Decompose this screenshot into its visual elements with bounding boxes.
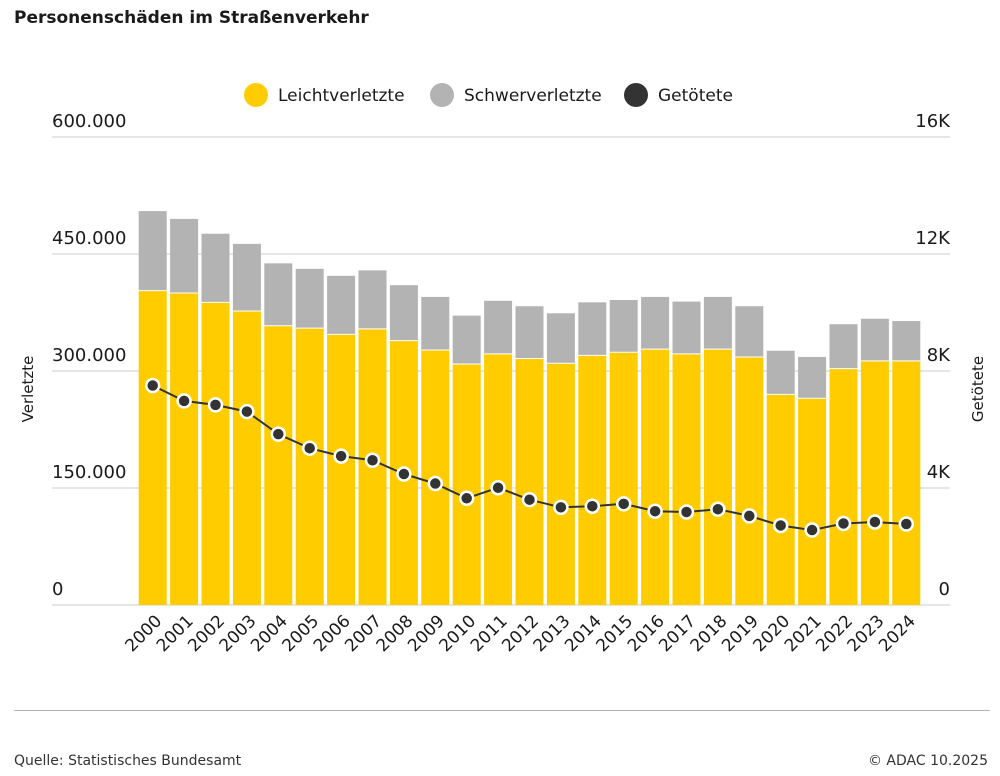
bar-leichtverletzte [578,355,607,605]
bar-leichtverletzte [766,394,795,605]
bar-schwerverletzte [703,296,732,350]
bar-leichtverletzte [735,356,764,605]
point-getoetete [553,499,569,516]
bar-schwerverletzte [358,270,387,329]
point-getoetete [144,377,161,394]
bar-leichtverletzte [860,360,889,605]
bar-schwerverletzte [515,306,544,359]
bar-schwerverletzte [295,268,324,329]
bar-leichtverletzte [170,293,199,605]
bar-leichtverletzte [892,360,921,605]
copyright-note: © ADAC 10.2025 [867,753,988,769]
y-tick-label-left: 0 [52,579,63,600]
source-note: Quelle: Statistisches Bundesamt [14,753,242,769]
point-getoetete [867,514,883,530]
point-getoetete [615,496,632,512]
chart-canvas: Leichtverletzte Schwerverletzte Getötete 0… [19,83,987,656]
bar-schwerverletzte [264,263,293,326]
point-getoetete [396,466,412,482]
bar-schwerverletzte [641,296,670,350]
point-getoetete [772,517,789,534]
y-axis-title-left: Verletzte [19,356,37,423]
bar-leichtverletzte [798,398,827,605]
bar-leichtverletzte [515,358,544,605]
y-tick-label-left: 150.000 [52,462,126,483]
point-getoetete [301,440,318,456]
bar-schwerverletzte [766,350,795,395]
bar-schwerverletzte [484,300,513,354]
point-getoetete [741,508,758,524]
bar-leichtverletzte [452,363,481,605]
y-tick-label-right: 4K [927,462,951,483]
point-getoetete [835,515,852,532]
y-axis-title-right: Getötete [969,356,987,422]
bar-leichtverletzte [138,290,167,605]
chart-title: Personenschäden im Straßenverkehr [14,8,369,28]
bar-schwerverletzte [735,306,764,357]
bar-schwerverletzte [860,318,889,361]
point-getoetete [804,522,820,538]
bar-leichtverletzte [703,349,732,605]
bar-schwerverletzte [609,300,638,353]
y-tick-label-left: 300.000 [52,345,126,366]
bar-leichtverletzte [295,328,324,605]
y-tick-label-right: 0 [939,579,950,600]
legend-label: Getötete [658,86,733,106]
legend-swatch [430,83,454,107]
y-tick-label-left: 600.000 [52,111,126,132]
bar-schwerverletzte [546,313,575,364]
point-getoetete [207,397,224,413]
legend: Leichtverletzte Schwerverletzte Getötete [244,83,733,107]
bar-schwerverletzte [892,321,921,361]
bar-schwerverletzte [829,324,858,369]
bar-schwerverletzte [170,218,199,293]
y-tick-label-right: 8K [927,345,951,366]
point-getoetete [176,393,192,409]
bar-schwerverletzte [798,356,827,399]
legend-swatch [624,83,648,107]
point-getoetete [490,479,506,496]
point-getoetete [521,491,538,508]
legend-swatch [244,83,268,107]
x-tick-label: 2024 [875,611,920,656]
point-getoetete [584,498,601,514]
point-getoetete [458,490,475,507]
point-getoetete [898,516,915,532]
bar-series [138,211,921,605]
point-getoetete [647,503,663,519]
bar-leichtverletzte [484,353,513,605]
bar-schwerverletzte [578,302,607,356]
bar-schwerverletzte [452,315,481,364]
bar-leichtverletzte [546,363,575,605]
point-getoetete [710,501,726,517]
bar-leichtverletzte [829,368,858,605]
point-getoetete [333,448,349,464]
point-getoetete [364,452,381,468]
point-getoetete [270,426,287,442]
bar-leichtverletzte [201,302,230,605]
bar-leichtverletzte [327,334,356,605]
legend-label: Schwerverletzte [464,86,602,106]
bar-leichtverletzte [264,325,293,605]
bar-leichtverletzte [609,352,638,605]
legend-label: Leichtverletzte [278,86,405,106]
bar-schwerverletzte [672,301,701,354]
y-tick-label-right: 12K [915,228,951,249]
point-getoetete [678,504,695,520]
bar-schwerverletzte [421,296,450,350]
y-tick-label-left: 450.000 [52,228,126,249]
point-getoetete [427,475,444,492]
bar-schwerverletzte [327,275,356,335]
bar-leichtverletzte [232,310,261,605]
bar-schwerverletzte [201,233,230,303]
line-series [144,377,915,538]
footer-divider [14,710,990,711]
bar-leichtverletzte [672,353,701,605]
bar-schwerverletzte [389,285,418,341]
y-tick-label-right: 16K [915,111,951,132]
bar-schwerverletzte [232,243,261,311]
bar-schwerverletzte [138,211,167,291]
bar-leichtverletzte [641,349,670,605]
point-getoetete [239,403,255,420]
